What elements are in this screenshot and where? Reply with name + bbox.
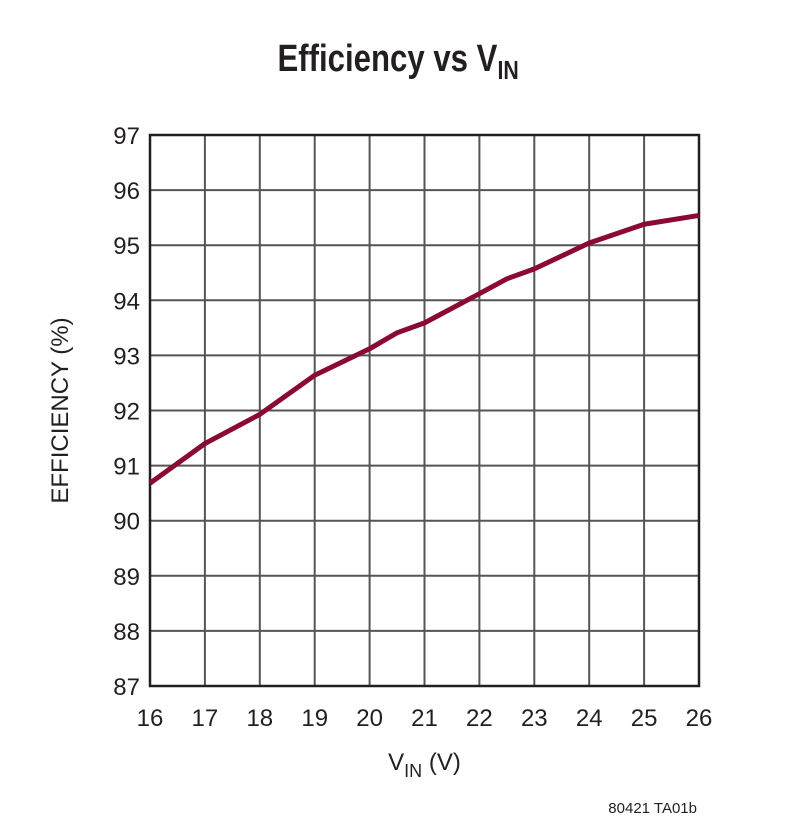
y-tick-label: 94 [113, 288, 140, 315]
y-tick-label: 93 [113, 343, 140, 370]
x-tick-label: 23 [521, 705, 548, 732]
y-tick-label: 88 [113, 619, 140, 646]
figure-footnote: 80421 TA01b [608, 800, 697, 817]
y-tick-label: 97 [113, 123, 140, 150]
x-tick-label: 22 [466, 705, 493, 732]
y-tick-label: 95 [113, 233, 140, 260]
y-tick-label: 90 [113, 509, 140, 536]
x-tick-label: 21 [411, 705, 438, 732]
chart-title: Efficiency vs VIN [0, 38, 797, 86]
x-tick-label: 18 [246, 705, 273, 732]
x-tick-label: 19 [301, 705, 328, 732]
y-tick-label: 87 [113, 674, 140, 701]
efficiency-line [148, 212, 700, 486]
title-subscript: IN [497, 55, 520, 85]
x-tick-label: 17 [192, 705, 219, 732]
y-axis-label: EFFICIENCY (%) [47, 317, 74, 503]
x-tick-label: 16 [137, 705, 164, 732]
y-tick-label: 91 [113, 454, 140, 481]
x-tick-label: 24 [576, 705, 603, 732]
plot-frame [148, 133, 701, 688]
y-tick-label: 92 [113, 399, 140, 426]
x-tick-label: 20 [356, 705, 383, 732]
title-text: Efficiency vs V [277, 38, 498, 80]
y-tick-label: 96 [113, 178, 140, 205]
y-tick-label: 89 [113, 564, 140, 591]
x-axis-label: VIN (V) [388, 749, 461, 781]
x-tick-label: 25 [631, 705, 658, 732]
x-tick-label: 26 [686, 705, 713, 732]
